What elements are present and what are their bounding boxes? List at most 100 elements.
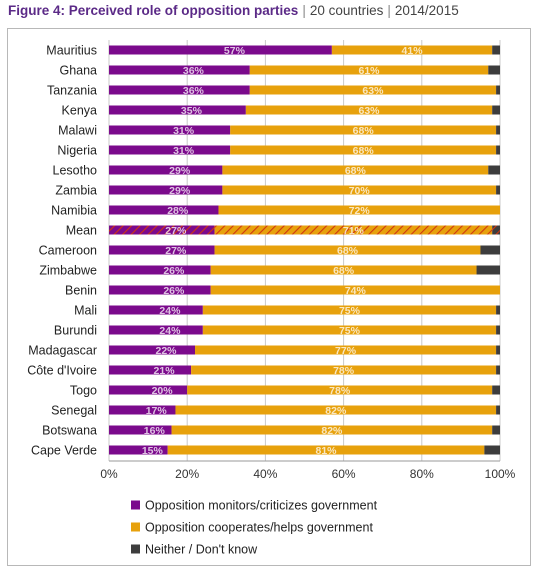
bar-segment-neither: [496, 145, 500, 155]
bar-segment-monitors: [109, 65, 250, 75]
bar-segment-monitors: [109, 105, 246, 115]
data-label: 28%: [167, 205, 189, 217]
figure-title: Figure 4: Perceived role of opposition p…: [8, 3, 459, 18]
data-label: 27%: [165, 225, 187, 237]
title-separator: |: [302, 3, 306, 18]
category-label: Kenya: [62, 104, 97, 118]
bar-segment-monitors: [109, 45, 332, 55]
category-label: Malawi: [58, 124, 97, 138]
data-label: 24%: [159, 325, 181, 337]
data-label: 27%: [165, 245, 187, 257]
data-label: 26%: [163, 265, 185, 277]
category-label: Cameroon: [39, 244, 97, 258]
bar-segment-cooperates: [187, 385, 493, 395]
bar-segment-cooperates: [195, 345, 497, 355]
bar-segment-cooperates: [214, 225, 493, 235]
bar-segment-cooperates: [249, 85, 497, 95]
title-separator: |: [387, 3, 391, 18]
legend-label: Neither / Don't know: [145, 543, 258, 557]
data-label: 15%: [142, 445, 164, 457]
data-label: 68%: [353, 125, 375, 137]
legend-label: Opposition monitors/criticizes governmen…: [145, 499, 378, 513]
data-label: 61%: [359, 65, 381, 77]
bar-segment-cooperates: [230, 145, 497, 155]
bar-segment-monitors: [109, 365, 192, 375]
category-label: Senegal: [51, 404, 97, 418]
legend-label: Opposition cooperates/helps government: [145, 521, 373, 535]
bar-segment-cooperates: [331, 45, 493, 55]
category-label: Burundi: [54, 324, 97, 338]
bar-segment-cooperates: [218, 205, 501, 215]
category-label: Côte d'Ivoire: [27, 364, 97, 378]
figure-label: Figure 4: Perceived role of opposition p…: [8, 3, 299, 18]
category-label: Zambia: [55, 184, 97, 198]
bar-segment-neither: [492, 45, 500, 55]
bar-segment-monitors: [109, 305, 203, 315]
data-label: 82%: [321, 425, 343, 437]
x-tick-label: 100%: [485, 467, 516, 481]
category-label: Benin: [65, 284, 97, 298]
bar-segment-neither: [492, 225, 500, 235]
data-label: 68%: [337, 245, 359, 257]
data-label: 29%: [169, 165, 191, 177]
bar-segment-neither: [496, 85, 500, 95]
bar-segment-neither: [492, 105, 500, 115]
bar-segment-cooperates: [191, 365, 497, 375]
bar-segment-cooperates: [167, 445, 485, 455]
bar-segment-neither: [492, 385, 500, 395]
bar-segment-monitors: [109, 125, 231, 135]
bar-segment-monitors: [109, 225, 215, 235]
data-label: 71%: [343, 225, 365, 237]
bar-segment-cooperates: [249, 65, 489, 75]
data-label: 81%: [315, 445, 337, 457]
data-label: 77%: [335, 345, 357, 357]
data-label: 21%: [154, 365, 176, 377]
bar-segment-cooperates: [175, 405, 497, 415]
category-label: Tanzania: [47, 84, 97, 98]
bar-segment-neither: [488, 65, 500, 75]
x-tick-label: 40%: [253, 467, 277, 481]
bar-segment-monitors: [109, 165, 223, 175]
bar-segment-monitors: [109, 425, 172, 435]
bar-segment-monitors: [109, 445, 168, 455]
data-label: 75%: [339, 305, 361, 317]
data-label: 31%: [173, 145, 195, 157]
data-label: 20%: [152, 385, 174, 397]
category-label: Mauritius: [46, 44, 97, 58]
bar-segment-cooperates: [202, 305, 497, 315]
category-label: Botswana: [42, 424, 97, 438]
bar-segment-cooperates: [210, 265, 477, 275]
data-label: 68%: [353, 145, 375, 157]
data-label: 31%: [173, 125, 195, 137]
bar-segment-cooperates: [214, 245, 481, 255]
legend-swatch: [131, 544, 140, 554]
data-label: 35%: [181, 105, 203, 117]
data-label: 17%: [146, 405, 168, 417]
data-label: 36%: [183, 65, 205, 77]
data-label: 82%: [325, 405, 347, 417]
bar-segment-neither: [488, 165, 500, 175]
bar-segment-monitors: [109, 145, 231, 155]
bar-segment-neither: [496, 305, 500, 315]
data-label: 63%: [362, 85, 384, 97]
data-label: 75%: [339, 325, 361, 337]
bar-segment-neither: [496, 125, 500, 135]
category-label: Namibia: [51, 204, 97, 218]
bar-segment-neither: [476, 265, 500, 275]
bar-segment-monitors: [109, 285, 211, 295]
bar-segment-neither: [496, 185, 500, 195]
bar-segment-neither: [496, 325, 500, 335]
category-label: Cape Verde: [31, 444, 97, 458]
category-label: Zimbabwe: [39, 264, 97, 278]
bar-segment-monitors: [109, 385, 188, 395]
category-label: Nigeria: [57, 144, 97, 158]
category-label: Lesotho: [53, 164, 98, 178]
data-label: 63%: [359, 105, 381, 117]
legend-swatch: [131, 500, 140, 510]
category-label: Ghana: [59, 64, 97, 78]
bar-segment-monitors: [109, 205, 219, 215]
bar-segment-neither: [492, 425, 500, 435]
bar-segment-cooperates: [230, 125, 497, 135]
bar-segment-cooperates: [210, 285, 500, 295]
